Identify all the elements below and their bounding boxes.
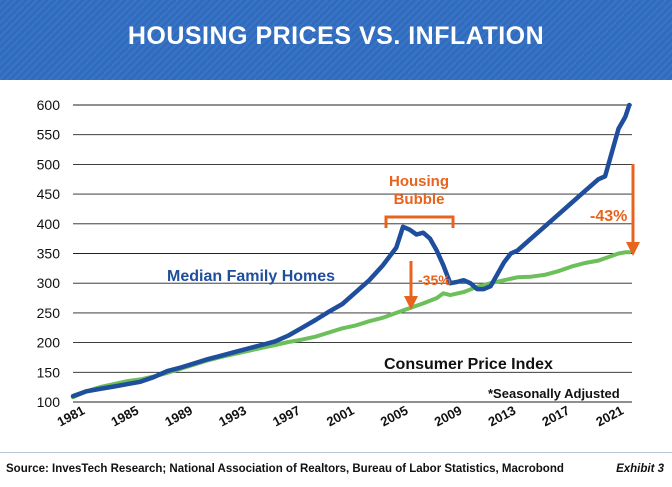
source-note: Source: InvesTech Research; National Ass… xyxy=(6,463,564,475)
annotation-minus-43: -43% xyxy=(590,208,627,225)
x-tick-label: 2005 xyxy=(378,403,411,430)
x-tick-label: 2017 xyxy=(540,403,573,430)
chart-title: HOUSING PRICES VS. INFLATION xyxy=(127,22,545,50)
y-tick-label: 250 xyxy=(37,305,61,321)
y-tick-label: 300 xyxy=(37,275,61,291)
chart-area: 100 150 200 250 300 350 400 450 500 550 600 1981 198… xyxy=(0,80,672,452)
note-seasonally-adjusted: *Seasonally Adjusted xyxy=(488,386,620,401)
y-tick-label: 200 xyxy=(37,335,61,351)
y-tick-label: 500 xyxy=(37,156,61,172)
x-tick-label: 2013 xyxy=(486,403,519,430)
y-tick-label: 550 xyxy=(37,127,61,143)
y-tick-label: 100 xyxy=(37,394,61,410)
x-tick-label: 1993 xyxy=(216,403,249,430)
arrow-head-43 xyxy=(626,242,640,256)
y-tick-label: 350 xyxy=(37,246,61,262)
annotation-minus-35: -35% xyxy=(418,272,451,288)
annotation-housing-bubble-line2: Bubble xyxy=(394,191,445,208)
x-tick-label: 2009 xyxy=(432,403,465,430)
y-tick-label: 150 xyxy=(37,364,61,380)
series-label-consumer-price-index: Consumer Price Index xyxy=(384,356,553,373)
y-tick-label: 450 xyxy=(37,186,61,202)
exhibit-label: Exhibit 3 xyxy=(616,463,664,475)
y-tick-label: 600 xyxy=(37,97,61,113)
annotation-housing-bubble-line1: Housing xyxy=(389,173,449,190)
chart-footer: Source: InvesTech Research; National Ass… xyxy=(0,452,672,487)
y-tick-label: 400 xyxy=(37,216,61,232)
series-line-median-family-homes xyxy=(70,102,632,399)
x-tick-label: 2021 xyxy=(593,403,626,430)
x-tick-label: 1985 xyxy=(108,403,141,430)
x-tick-label: 1997 xyxy=(270,403,303,430)
arrow-head-35 xyxy=(404,296,418,310)
housing-bubble-bracket xyxy=(384,215,455,228)
x-tick-label: 2001 xyxy=(324,403,357,430)
x-tick-label: 1989 xyxy=(162,403,195,430)
series-label-median-family-homes: Median Family Homes xyxy=(167,268,335,285)
chart-header: HOUSING PRICES VS. INFLATION xyxy=(0,0,672,80)
